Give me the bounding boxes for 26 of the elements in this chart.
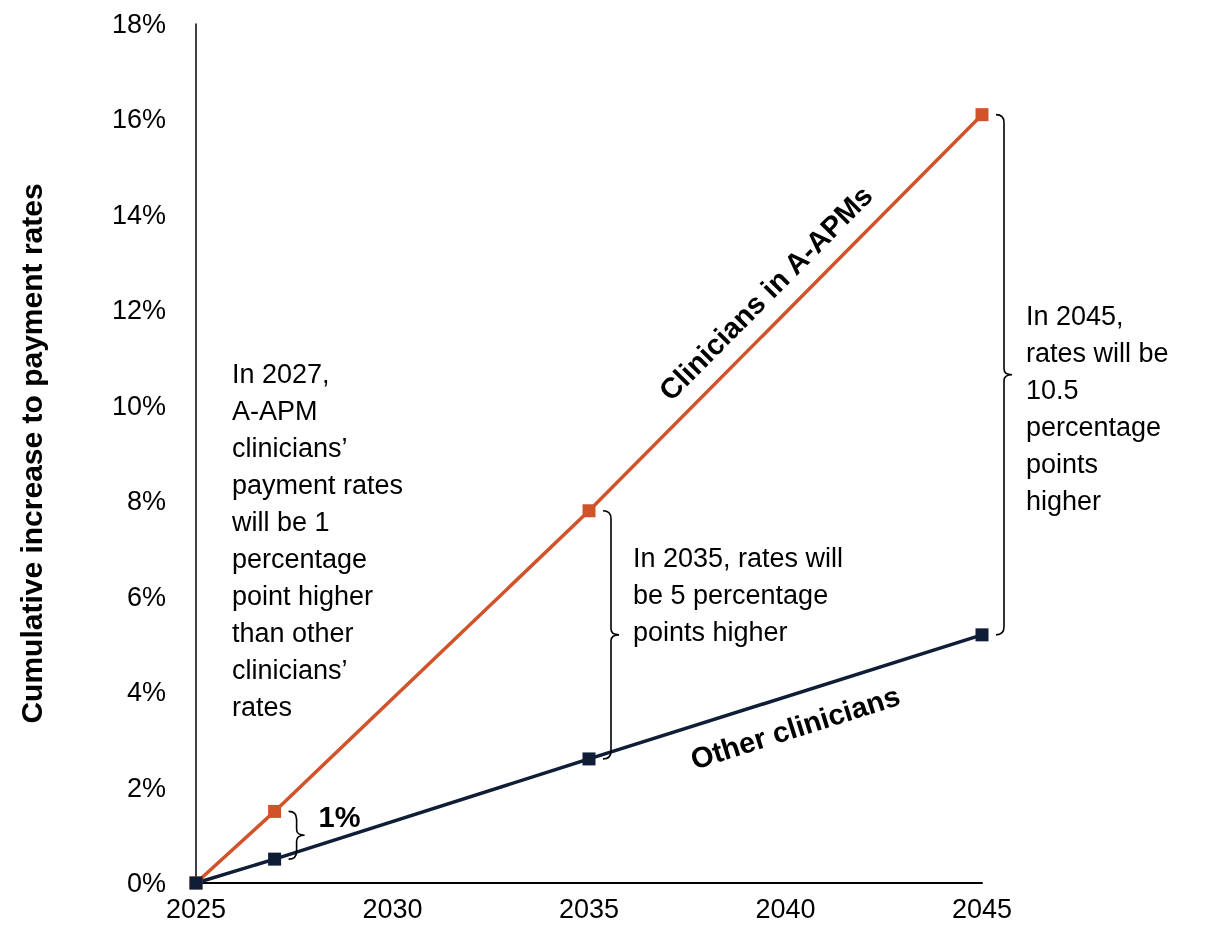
y-tick-label: 4% (126, 677, 166, 708)
y-tick-label: 12% (111, 295, 166, 326)
y-axis-title: Cumulative increase to payment rates (14, 183, 48, 724)
point (268, 804, 282, 818)
point (582, 504, 596, 518)
point (975, 628, 989, 642)
y-tick-label: 8% (126, 486, 166, 517)
y-tick-label: 10% (111, 390, 166, 421)
annotation: 1% (318, 801, 361, 833)
y-tick-label: 0% (126, 868, 166, 898)
x-tick-label: 2025 (165, 893, 227, 924)
point (975, 108, 989, 122)
x-tick-label: 2045 (951, 893, 1013, 924)
x-tick-label: 2030 (362, 893, 423, 924)
text: In 2045, rates will be 10.5 percentage points higher (1026, 300, 1169, 516)
y-tick-label: 6% (126, 581, 166, 612)
x-tick-label: 2040 (755, 893, 816, 924)
annotation: In 2035, rates will be 5 percentage points higher (633, 543, 844, 647)
x-tick-label: 2035 (558, 893, 620, 924)
text: In 2027, A-APM clinicians’ payment rates will be 1 percentage point higher than other clinicians’ rates (232, 358, 404, 722)
y-tick-label: 18% (111, 9, 166, 39)
y-tick-label: 2% (126, 772, 166, 803)
y-tick-label: 14% (111, 199, 166, 230)
point (268, 852, 282, 866)
point (582, 752, 596, 766)
y-tick-label: 16% (111, 104, 166, 135)
